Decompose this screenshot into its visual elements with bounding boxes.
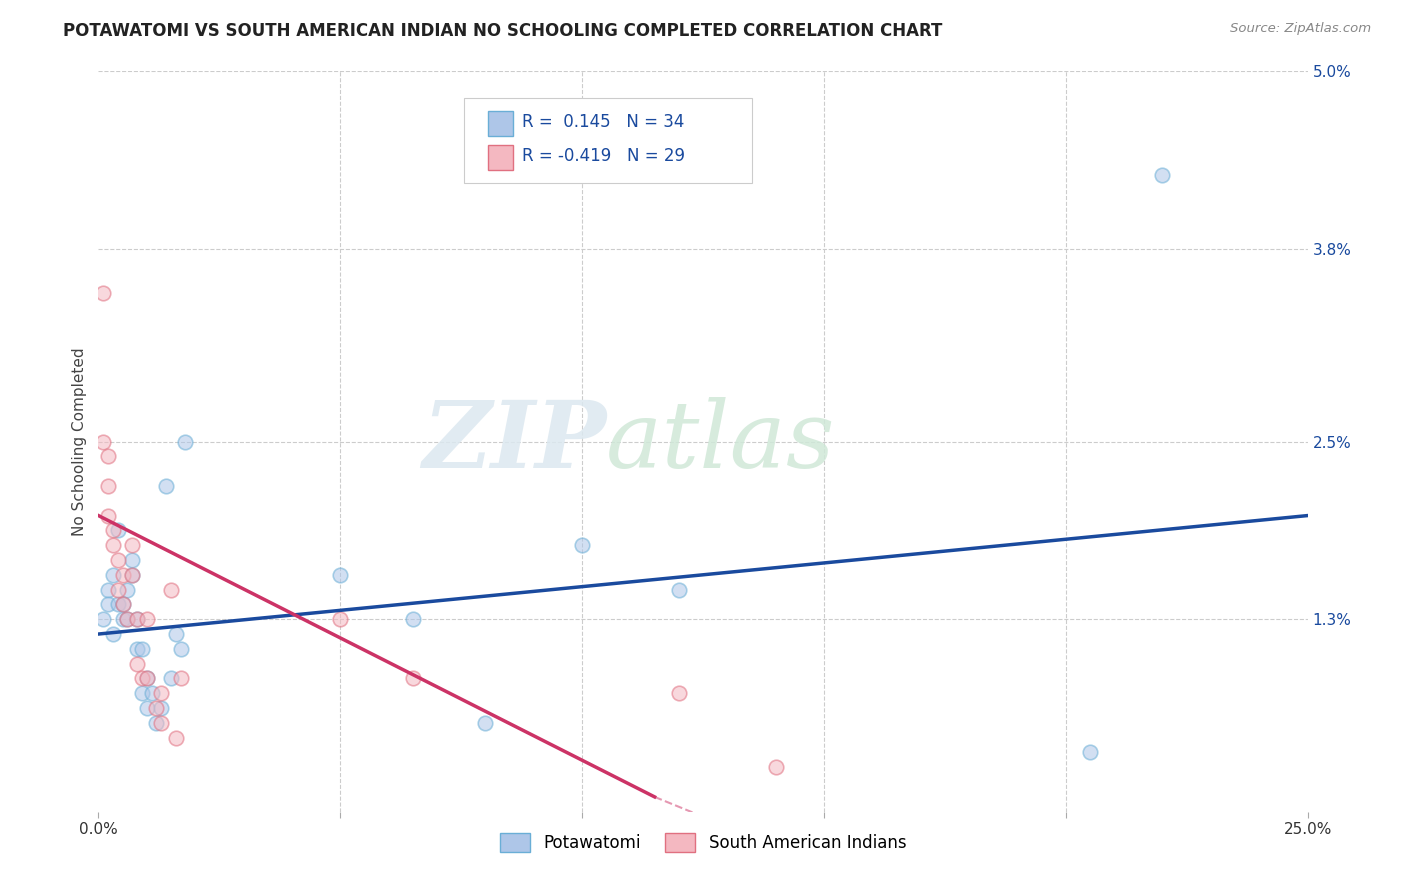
Point	[474, 715, 496, 730]
Point	[329, 567, 352, 582]
Point	[165, 627, 187, 641]
Point	[111, 567, 134, 582]
Legend: Potawatomi, South American Indians: Potawatomi, South American Indians	[494, 826, 912, 859]
Point	[121, 538, 143, 552]
Point	[160, 672, 183, 686]
Y-axis label: No Schooling Completed: No Schooling Completed	[72, 347, 87, 536]
Point	[107, 582, 129, 597]
Point	[101, 538, 124, 552]
Point	[91, 286, 114, 301]
Point	[150, 715, 173, 730]
Point	[97, 598, 120, 612]
Point	[97, 450, 120, 464]
Point	[765, 760, 787, 774]
Point	[160, 582, 183, 597]
Point	[101, 567, 124, 582]
Text: ZIP: ZIP	[422, 397, 606, 486]
Point	[1078, 746, 1101, 760]
Text: POTAWATOMI VS SOUTH AMERICAN INDIAN NO SCHOOLING COMPLETED CORRELATION CHART: POTAWATOMI VS SOUTH AMERICAN INDIAN NO S…	[63, 22, 942, 40]
Point	[127, 612, 149, 626]
Point	[111, 598, 134, 612]
Point	[101, 627, 124, 641]
Point	[107, 524, 129, 538]
Point	[169, 641, 191, 656]
Point	[117, 582, 139, 597]
Point	[121, 567, 143, 582]
Text: atlas: atlas	[606, 397, 835, 486]
Point	[668, 686, 690, 700]
Point	[145, 701, 167, 715]
Point	[174, 434, 197, 449]
Point	[111, 598, 134, 612]
Point	[127, 641, 149, 656]
Point	[131, 641, 153, 656]
Point	[165, 731, 187, 745]
Point	[131, 672, 153, 686]
Point	[145, 715, 167, 730]
Point	[127, 612, 149, 626]
Point	[91, 434, 114, 449]
Point	[402, 672, 425, 686]
Point	[1152, 168, 1174, 182]
Point	[107, 598, 129, 612]
Point	[141, 686, 163, 700]
Point	[135, 612, 157, 626]
Point	[97, 582, 120, 597]
Point	[131, 686, 153, 700]
Point	[155, 479, 177, 493]
Point	[91, 612, 114, 626]
Point	[135, 672, 157, 686]
Point	[150, 701, 173, 715]
Point	[329, 612, 352, 626]
Point	[111, 612, 134, 626]
Point	[97, 508, 120, 523]
Point	[101, 524, 124, 538]
Point	[121, 553, 143, 567]
Point	[117, 612, 139, 626]
Point	[135, 672, 157, 686]
Point	[150, 686, 173, 700]
Text: Source: ZipAtlas.com: Source: ZipAtlas.com	[1230, 22, 1371, 36]
Point	[169, 672, 191, 686]
Point	[107, 553, 129, 567]
Text: R = -0.419   N = 29: R = -0.419 N = 29	[522, 147, 685, 165]
Point	[121, 567, 143, 582]
Point	[571, 538, 593, 552]
Point	[97, 479, 120, 493]
Point	[117, 612, 139, 626]
Point	[135, 701, 157, 715]
Point	[402, 612, 425, 626]
Text: R =  0.145   N = 34: R = 0.145 N = 34	[522, 113, 683, 131]
Point	[668, 582, 690, 597]
Point	[127, 657, 149, 671]
